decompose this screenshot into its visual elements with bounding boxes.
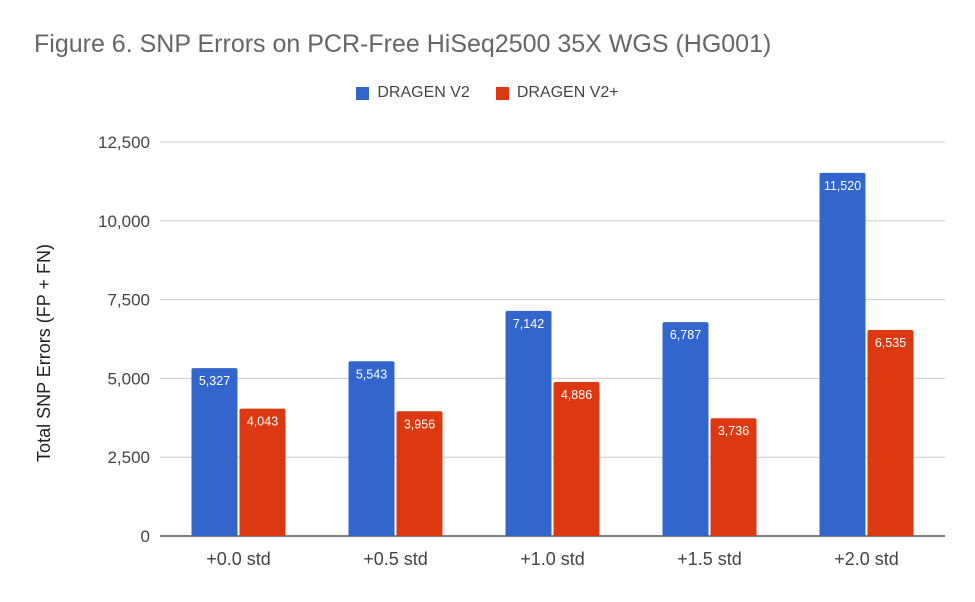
y-tick-label: 0 <box>141 527 150 546</box>
y-axis-label: Total SNP Errors (FP + FN) <box>34 244 54 462</box>
legend-label-dragen-v2plus: DRAGEN V2+ <box>516 84 619 101</box>
bar-data-label: 4,886 <box>561 388 592 402</box>
bar-data-label: 7,142 <box>513 317 544 331</box>
bar-dragen-v2 <box>191 368 238 536</box>
bar-data-label: 5,543 <box>356 367 387 381</box>
bar-dragen-v2plus <box>396 411 443 536</box>
bar-data-label: 11,520 <box>824 179 861 193</box>
x-tick-label: +1.5 std <box>677 549 742 569</box>
chart-title: Figure 6. SNP Errors on PCR-Free HiSeq25… <box>34 30 772 58</box>
legend-item-dragen-v2[interactable]: DRAGEN V2 <box>356 84 470 102</box>
legend-swatch-dragen-v2plus <box>495 86 509 100</box>
y-tick-label: 12,500 <box>98 133 150 152</box>
bar-dragen-v2 <box>662 322 709 536</box>
bar-dragen-v2 <box>505 310 552 536</box>
y-tick-label: 2,500 <box>107 448 150 467</box>
bar-dragen-v2 <box>348 361 395 536</box>
x-tick-label: +0.5 std <box>363 549 428 569</box>
y-tick-label: 7,500 <box>107 291 150 310</box>
bar-dragen-v2plus <box>239 408 286 536</box>
bar-data-label: 3,956 <box>404 417 435 431</box>
bar-data-label: 6,787 <box>670 328 701 342</box>
bar-dragen-v2plus <box>553 381 600 536</box>
legend: DRAGEN V2 DRAGEN V2+ <box>0 84 975 102</box>
legend-label-dragen-v2: DRAGEN V2 <box>377 84 470 101</box>
bar-dragen-v2 <box>819 172 866 537</box>
y-tick-label: 5,000 <box>107 369 150 388</box>
x-tick-label: +0.0 std <box>206 549 271 569</box>
bar-data-label: 5,327 <box>199 374 230 388</box>
bar-dragen-v2plus <box>710 418 757 536</box>
legend-swatch-dragen-v2 <box>356 86 370 100</box>
x-tick-label: +1.0 std <box>520 549 585 569</box>
bar-data-label: 4,043 <box>247 415 278 429</box>
x-tick-label: +2.0 std <box>834 549 899 569</box>
bar-dragen-v2plus <box>867 330 914 536</box>
bar-data-label: 3,736 <box>718 424 749 438</box>
legend-item-dragen-v2plus[interactable]: DRAGEN V2+ <box>495 84 619 102</box>
bar-data-label: 6,535 <box>875 336 906 350</box>
y-tick-label: 10,000 <box>98 212 150 231</box>
